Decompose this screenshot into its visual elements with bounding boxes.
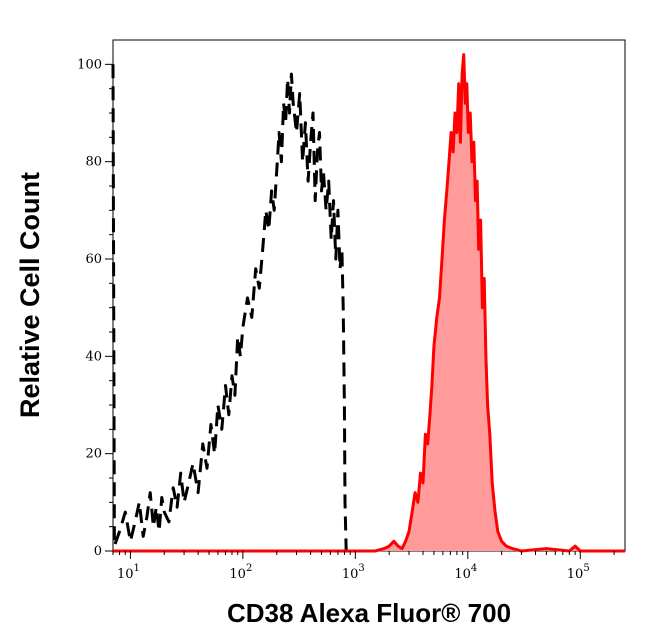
x-tick-label: 104 xyxy=(454,563,477,582)
x-axis: 101 102 103 104 105 xyxy=(112,551,615,582)
y-tick-label: 40 xyxy=(85,349,102,364)
y-tick-label: 80 xyxy=(85,155,102,170)
y-axis: 0 20 40 60 80 100 xyxy=(77,57,113,559)
y-tick-label: 60 xyxy=(85,252,102,267)
y-tick-label: 20 xyxy=(85,447,102,462)
x-tick-label: 103 xyxy=(342,563,365,582)
y-axis-title: Relative Cell Count xyxy=(15,172,45,418)
x-tick-label: 102 xyxy=(229,563,252,582)
series-layer xyxy=(111,53,625,553)
x-axis-title: CD38 Alexa Fluor® 700 xyxy=(227,598,511,628)
series-line-0 xyxy=(111,64,348,552)
y-tick-label: 100 xyxy=(77,57,102,72)
series-line-1 xyxy=(113,53,625,553)
x-tick-label: 105 xyxy=(567,563,590,582)
x-tick-label: 101 xyxy=(117,563,140,582)
y-tick-label: 0 xyxy=(94,544,102,559)
